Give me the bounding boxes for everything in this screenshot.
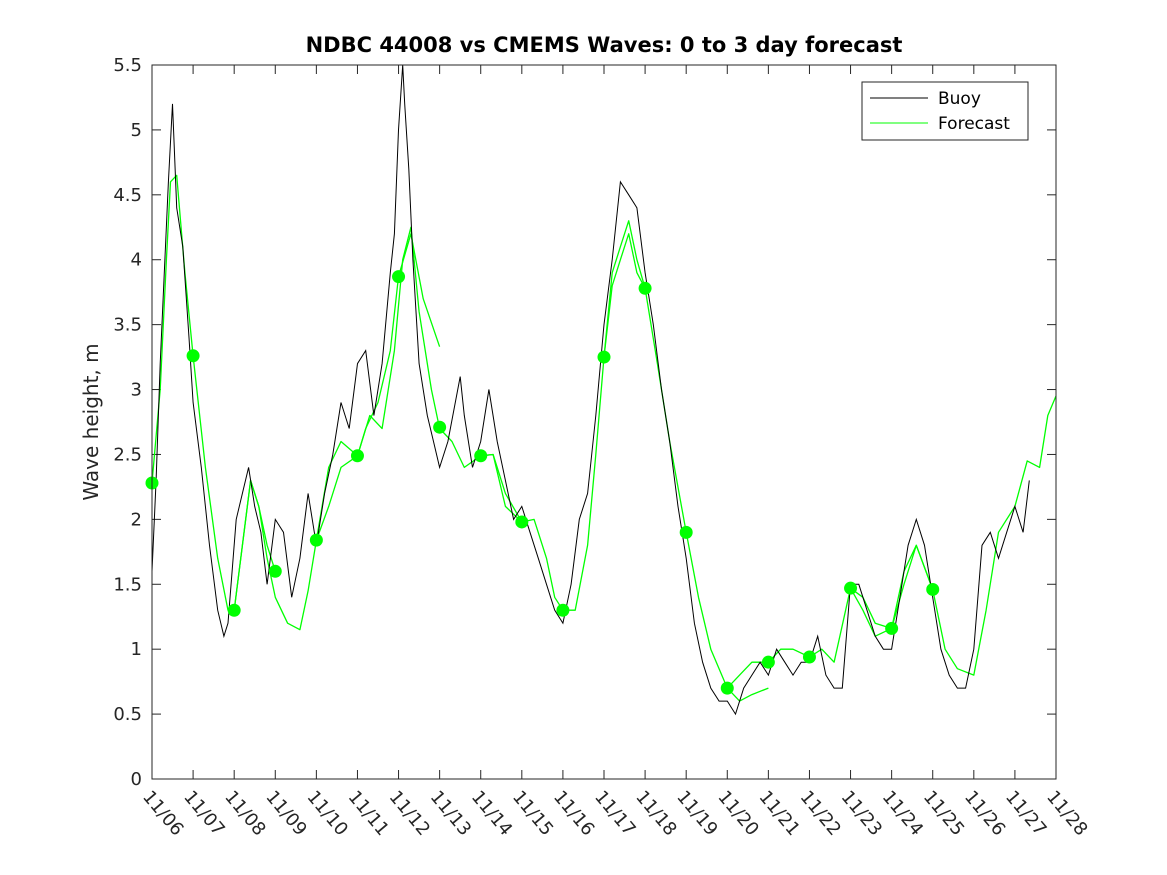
forecast-marker: [268, 564, 282, 578]
forecast-marker: [597, 350, 611, 364]
y-tick-label: 2: [131, 509, 142, 530]
forecast-marker: [392, 270, 406, 284]
y-tick-label: 0.5: [113, 704, 142, 725]
y-tick-label: 3.5: [113, 315, 142, 336]
buoy-line: [151, 64, 1030, 716]
forecast-marker: [309, 533, 323, 547]
y-tick-label: 5: [131, 120, 142, 141]
forecast-marker: [885, 621, 899, 635]
y-tick-label: 1.5: [113, 574, 142, 595]
forecast-marker: [556, 603, 570, 617]
legend-box: [861, 81, 1029, 141]
legend-forecast-label: Forecast: [938, 114, 1010, 134]
y-tick-label: 1: [131, 639, 142, 660]
plot-frame: [151, 64, 1057, 780]
forecast-marker: [433, 420, 447, 434]
forecast-marker: [186, 349, 200, 363]
data-layer: [145, 64, 1057, 716]
forecast-marker: [638, 281, 652, 295]
y-tick-label: 4.5: [113, 185, 142, 206]
y-tick-label: 0: [131, 769, 142, 790]
y-tick-label: 3: [131, 380, 142, 401]
y-tick-label: 2.5: [113, 444, 142, 465]
chart-title: NDBC 44008 vs CMEMS Waves: 0 to 3 day fo…: [306, 33, 903, 57]
forecast-marker: [679, 525, 693, 539]
y-axis-label: Wave height, m: [79, 343, 103, 500]
legend: Buoy Forecast: [861, 81, 1029, 141]
forecast-marker: [227, 603, 241, 617]
plot-area: [152, 65, 1056, 779]
forecast-marker: [720, 681, 734, 695]
forecast-marker: [926, 582, 940, 596]
y-tick-label: 5.5: [113, 55, 142, 76]
forecast-marker: [474, 449, 488, 463]
forecast-line: [233, 233, 441, 631]
forecast-marker: [761, 655, 775, 669]
forecast-marker: [844, 581, 858, 595]
legend-buoy-label: Buoy: [938, 89, 981, 109]
forecast-marker: [515, 515, 529, 529]
forecast-marker: [350, 449, 364, 463]
forecast-marker: [802, 650, 816, 664]
forecast-line: [480, 220, 646, 611]
y-tick-label: 4: [131, 250, 142, 271]
